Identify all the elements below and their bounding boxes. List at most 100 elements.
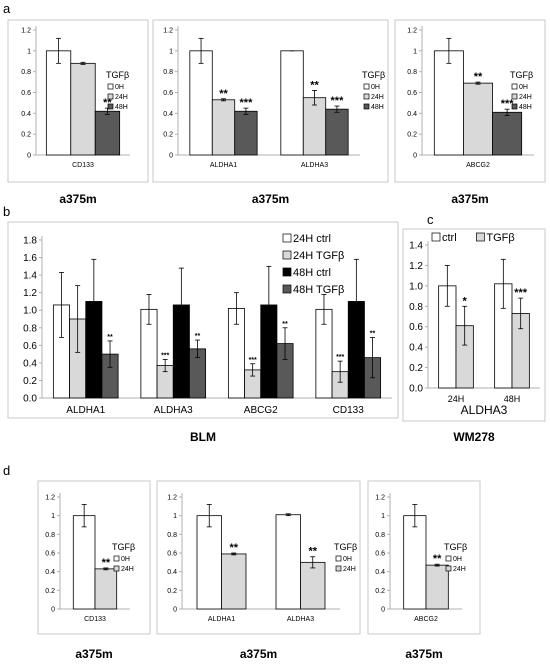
y-tick-label: 0.4 — [409, 343, 423, 354]
y-tick-label: 0.6 — [45, 550, 55, 557]
legend-label: 0H — [371, 84, 380, 91]
y-tick-label: 0.8 — [407, 69, 417, 76]
category-label: ALDHA1 — [208, 616, 235, 623]
significance-mark: ** — [282, 321, 288, 328]
y-tick-label: 1 — [413, 48, 417, 55]
y-tick-label: 0.6 — [375, 550, 385, 557]
legend-label: 24H — [453, 566, 466, 573]
panel-frame-b — [7, 221, 399, 419]
legend-swatch — [282, 250, 292, 260]
legend-label: 24H — [115, 94, 128, 101]
y-tick-label: 0.8 — [375, 532, 385, 539]
category-label: ALDHA1 — [210, 162, 237, 169]
panel-frame-a3 — [394, 19, 546, 183]
significance-mark: * — [463, 295, 468, 307]
legend-label: 24H — [343, 566, 356, 573]
subtitle-b: BLM — [190, 430, 216, 444]
y-tick-label: 0.6 — [23, 341, 37, 352]
y-tick-label: 0.2 — [407, 132, 417, 139]
y-tick-label: 0.2 — [163, 132, 173, 139]
subtitle-a1: a375m — [59, 192, 97, 206]
y-tick-label: 1.2 — [21, 27, 31, 34]
legend-title: TGFβ — [334, 542, 357, 552]
bar — [425, 564, 449, 610]
bar — [94, 110, 121, 156]
y-tick-label: 1.2 — [375, 494, 385, 501]
y-tick-label: 1 — [169, 48, 173, 55]
category-label: ABCG2 — [244, 405, 278, 416]
subtitle-d2: a375m — [239, 647, 278, 661]
y-tick-label: 0.4 — [45, 569, 55, 576]
significance-mark: *** — [336, 354, 344, 361]
y-tick-label: 0.4 — [23, 358, 37, 369]
legend-label: 0H — [343, 556, 352, 563]
y-tick-label: 0.2 — [409, 363, 423, 374]
y-tick-label: 0.6 — [407, 90, 417, 97]
legend-swatch — [282, 267, 292, 277]
y-tick-label: 0.8 — [21, 69, 31, 76]
y-tick-label: 0.6 — [409, 322, 423, 333]
legend-swatch — [511, 83, 518, 90]
significance-mark: ** — [474, 71, 483, 83]
category-label: CD133 — [84, 616, 106, 623]
legend-swatch — [363, 103, 370, 110]
significance-mark: ** — [107, 334, 113, 341]
y-tick-label: 0.2 — [167, 588, 177, 595]
category-label: CD133 — [333, 405, 365, 416]
panel-label-c: c — [427, 212, 434, 227]
y-tick-label: 0.6 — [163, 90, 173, 97]
legend-swatch — [335, 555, 342, 562]
y-tick-label: 0.2 — [23, 376, 37, 387]
legend-label: 0H — [121, 556, 130, 563]
y-tick-label: 0 — [413, 152, 417, 159]
y-tick-label: 0.8 — [23, 323, 37, 334]
legend-label: 48H TGFβ — [293, 284, 344, 296]
y-tick-label: 1.2 — [409, 261, 423, 272]
bar — [234, 110, 258, 156]
legend-label: 0H — [519, 84, 528, 91]
significance-mark: *** — [514, 287, 528, 299]
bar — [492, 111, 523, 156]
legend-label: 0H — [453, 556, 462, 563]
panel-frame-d3 — [367, 480, 481, 635]
panel-frame-c — [402, 228, 546, 422]
legend-label: 24H ctrl — [293, 233, 331, 245]
legend-title: TGFβ — [112, 542, 135, 552]
category-label: CD133 — [72, 162, 94, 169]
panel-label-d: d — [3, 463, 11, 478]
legend-swatch — [445, 565, 452, 572]
y-tick-label: 0.0 — [23, 394, 37, 405]
y-tick-label: 1.4 — [409, 241, 423, 252]
y-tick-label: 1.2 — [407, 27, 417, 34]
subtitle-d1: a375m — [75, 647, 113, 661]
legend-swatch — [282, 233, 292, 243]
category-label: 48H — [504, 394, 521, 404]
legend-title: TGFβ — [362, 70, 385, 80]
bar — [275, 514, 301, 610]
significance-mark: ** — [433, 553, 442, 565]
y-tick-label: 0.8 — [163, 69, 173, 76]
category-label: ABCG2 — [414, 616, 438, 623]
category-label: ALDHA1 — [66, 405, 105, 416]
y-tick-label: 1.8 — [23, 236, 37, 247]
bar — [70, 62, 96, 156]
y-tick-label: 0.8 — [167, 532, 177, 539]
y-tick-label: 1 — [51, 513, 55, 520]
bar — [189, 50, 213, 156]
legend-swatch — [445, 555, 452, 562]
y-tick-label: 0.4 — [21, 111, 31, 118]
legend-label: 48H — [519, 104, 532, 111]
bar — [221, 553, 247, 610]
y-tick-label: 0.0 — [409, 384, 423, 395]
significance-mark: ** — [219, 88, 228, 100]
bar — [94, 568, 118, 610]
y-tick-label: 1.6 — [23, 253, 37, 264]
significance-mark: *** — [331, 95, 345, 107]
y-tick-label: 0.8 — [409, 302, 423, 313]
category-label: ABCG2 — [466, 162, 490, 169]
y-tick-label: 1 — [173, 513, 177, 520]
bar — [300, 561, 326, 610]
subtitle-a2: a375m — [251, 192, 290, 206]
y-tick-label: 1.2 — [23, 288, 37, 299]
